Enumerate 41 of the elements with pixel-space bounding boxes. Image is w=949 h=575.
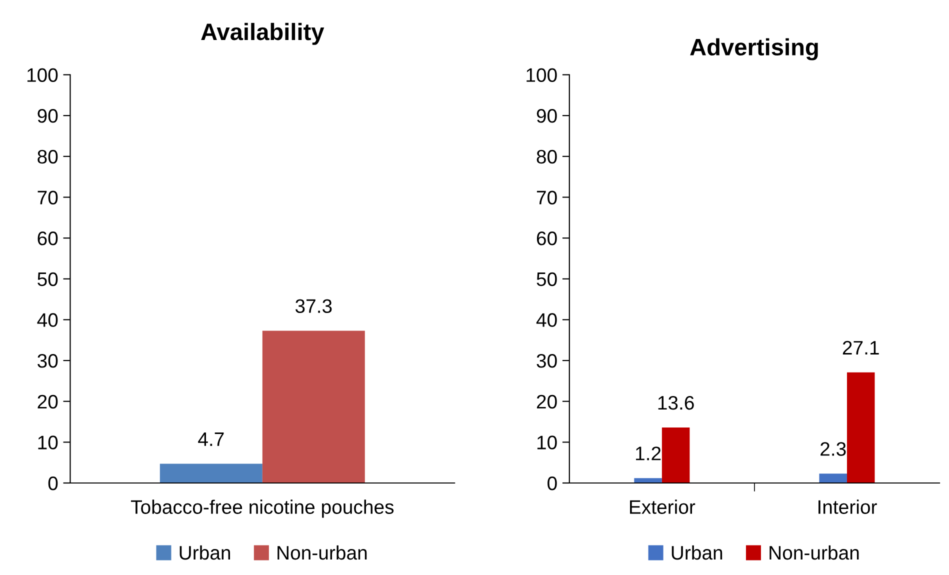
y-tick-label: 0 [48, 476, 58, 490]
legend-label: Non-urban [770, 545, 859, 560]
chart-title: Availability [201, 22, 324, 45]
y-tick-label: 20 [536, 394, 557, 409]
y-tick-label: 90 [38, 109, 58, 123]
y-tick-label: 70 [38, 190, 58, 204]
x-tick-label: Interior [818, 500, 877, 514]
y-tick-label: 0 [548, 476, 557, 490]
y-tick-label: 70 [536, 190, 557, 204]
data-label: 37.3 [295, 299, 332, 313]
data-label: 2.3 [820, 442, 846, 456]
x-tick-label: Exterior [630, 500, 696, 514]
y-tick-label: 20 [38, 394, 58, 409]
y-tick-label: 100 [526, 68, 557, 82]
bar [662, 427, 690, 483]
legend-label: Urban [672, 545, 722, 560]
y-tick-label: 30 [38, 354, 58, 368]
data-label: 4.7 [198, 432, 224, 446]
y-tick-label: 10 [38, 436, 58, 450]
chart-title: Advertising [690, 38, 818, 60]
data-label: 27.1 [842, 340, 879, 354]
legend-label: Urban [180, 545, 230, 560]
y-tick-label: 50 [38, 272, 58, 286]
y-tick-label: 60 [38, 232, 58, 246]
y-tick-label: 50 [536, 272, 557, 286]
bar [819, 474, 847, 483]
bar [634, 478, 662, 483]
x-tick-label: Tobacco-free nicotine pouches [130, 500, 394, 518]
legend-label: Non-urban [278, 545, 367, 560]
data-label: 1.2 [636, 446, 661, 460]
y-tick-label: 100 [27, 68, 58, 82]
y-tick-label: 10 [537, 436, 557, 450]
y-tick-label: 60 [536, 232, 557, 246]
y-tick-label: 40 [536, 313, 557, 327]
y-tick-label: 80 [38, 150, 58, 164]
data-label: 13.6 [658, 396, 694, 410]
y-tick-label: 80 [536, 150, 557, 164]
y-tick-label: 40 [37, 313, 58, 327]
y-tick-label: 30 [536, 354, 557, 368]
y-tick-label: 90 [536, 109, 557, 123]
bar [846, 372, 875, 483]
